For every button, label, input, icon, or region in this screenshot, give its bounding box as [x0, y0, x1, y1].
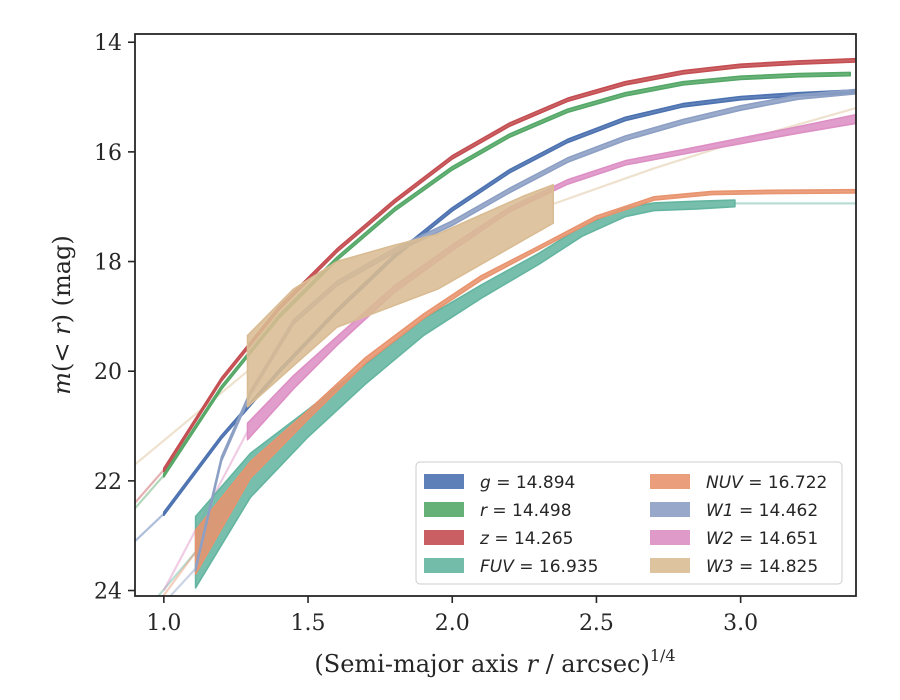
- legend-frame: [415, 461, 843, 585]
- legend-swatch-g: [424, 474, 464, 489]
- legend-label-nuv: NUV = 16.722: [706, 473, 827, 493]
- legend-label-g: g = 14.894: [480, 473, 575, 493]
- x-tick-label: 1.0: [146, 611, 181, 636]
- series-band-z: [163, 57, 856, 473]
- y-tick-label: 22: [94, 470, 122, 495]
- series-extrapolation-r: [135, 474, 165, 510]
- y-tick-label: 16: [94, 141, 122, 166]
- legend-label-w2: W2 = 14.651: [706, 529, 818, 549]
- series-extrapolation-w1: [168, 567, 197, 596]
- y-tick-label: 14: [94, 31, 122, 56]
- x-tick-label: 1.5: [291, 611, 326, 636]
- series-extrapolation-z: [135, 469, 165, 504]
- x-tick-label: 2.5: [579, 611, 614, 636]
- series-extrapolation-fuv: [156, 551, 197, 596]
- plot-frame: [134, 33, 857, 597]
- y-tick-label: 18: [94, 251, 122, 276]
- legend-label-r: r = 14.498: [480, 501, 572, 521]
- legend-swatch-w2: [650, 530, 690, 545]
- y-axis-label: m(< r) (mag): [48, 235, 76, 395]
- series-band-nuv: [194, 188, 856, 575]
- y-tick-label: 24: [94, 580, 122, 605]
- legend-swatch-r: [424, 502, 464, 517]
- series-extrapolation-nuv: [161, 551, 197, 596]
- axis-ticks: 1.0 1.5 2.0 2.5 3.0 14 16 18 20 22 24: [94, 31, 758, 636]
- legend-label-w1: W1 = 14.462: [706, 501, 818, 521]
- x-axis-label: (Semi-major axis r / arcsec)1/4: [314, 646, 675, 678]
- legend-label-fuv: FUV = 16.935: [480, 557, 598, 577]
- legend-label-z: z = 14.265: [479, 529, 573, 549]
- legend-label-w3: W3 = 14.825: [706, 557, 818, 577]
- series-band-r: [163, 71, 851, 478]
- legend-swatch-w3: [650, 558, 690, 573]
- legend-swatch-z: [424, 530, 464, 545]
- x-tick-label: 2.0: [435, 611, 470, 636]
- legend-swatch-w1: [650, 502, 690, 517]
- y-tick-label: 20: [94, 360, 122, 385]
- legend-swatch-nuv: [650, 474, 690, 489]
- series-extrapolation-w3: [135, 370, 249, 466]
- series-band-w3: [246, 184, 554, 408]
- legend-swatch-fuv: [424, 558, 464, 573]
- series-extrapolation-g: [135, 513, 165, 542]
- series-layer: [135, 57, 856, 596]
- x-tick-label: 3.0: [723, 611, 758, 636]
- legend: g = 14.894 r = 14.498 z = 14.265 FUV = 16.9…: [415, 461, 843, 585]
- series-extrapolation-w3: [552, 167, 655, 206]
